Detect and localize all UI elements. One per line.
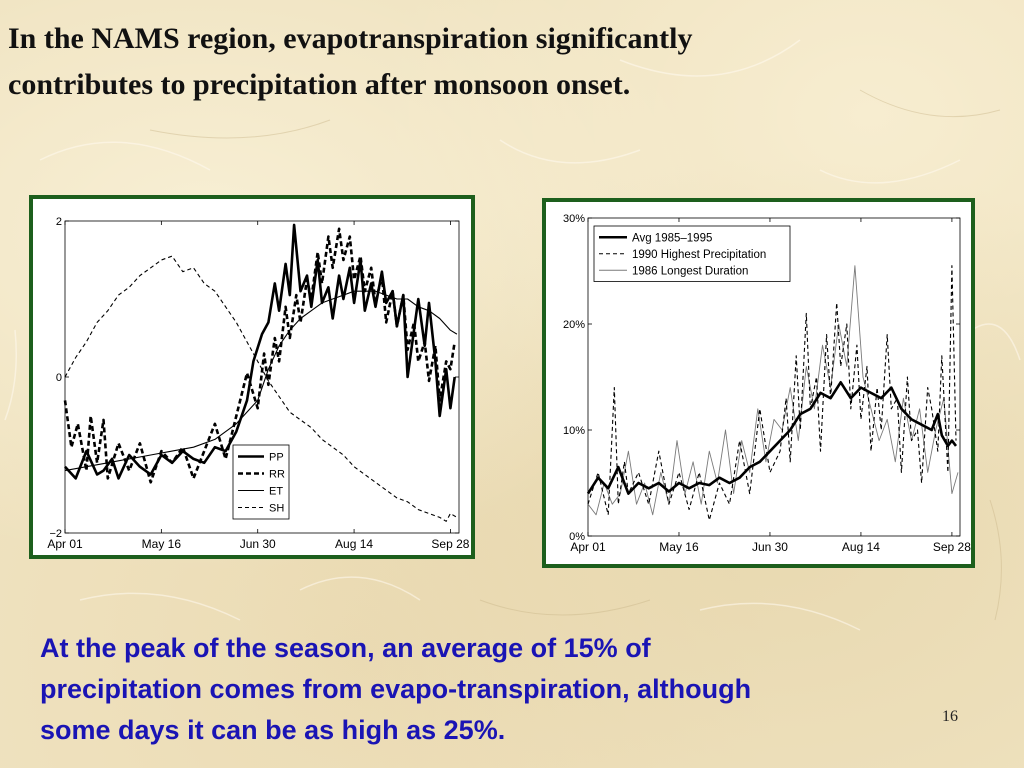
chart1-legend: PP RR ET SH	[232, 444, 290, 520]
chart2-legend-label: Avg 1985–1995	[632, 232, 712, 244]
chart1-xtick-label: Aug 14	[335, 537, 373, 551]
chart1-legend-label: RR	[269, 469, 285, 481]
chart-recycling-ratio-plot: 0% 10% 20% 30% Apr 01 May 16 Jun 30 Aug 14 Sep 2…	[563, 213, 971, 554]
chart1-legend-label: SH	[269, 503, 284, 515]
chart1-ytick-label: 2	[56, 216, 62, 228]
chart2-series-1986-longest-duration	[587, 265, 959, 516]
chart1-xtick-label: Jun 30	[240, 537, 276, 551]
chart2-series-avg-1985-1995	[586, 381, 958, 495]
chart2-ytick-label: 20%	[563, 319, 585, 331]
chart2-xtick-label: Apr 01	[570, 540, 606, 554]
chart1-series-rr	[63, 227, 456, 484]
chart-flux-anomalies: −2 0 2 Apr 01 May 16 Jun 30 Aug 14 Sep 28 PP RR ET…	[29, 195, 475, 559]
chart1-series-sh	[64, 255, 458, 522]
chart1-xtick-label: Apr 01	[47, 537, 83, 551]
chart2-ytick-label: 30%	[563, 213, 585, 225]
chart1-legend-label: PP	[269, 452, 284, 464]
chart-recycling-ratio: 0% 10% 20% 30% Apr 01 May 16 Jun 30 Aug 14 Sep 2…	[542, 198, 975, 568]
chart1-ytick-label: −2	[49, 528, 62, 540]
slide-title: In the NAMS region, evapotranspiration s…	[8, 22, 693, 101]
chart1-series-et	[64, 290, 458, 472]
chart1-series-pp	[64, 223, 456, 480]
chart2-series-1990-highest-precipitation	[587, 265, 957, 521]
chart1-legend-label: ET	[269, 486, 283, 498]
chart2-ytick-label: 10%	[563, 425, 585, 437]
chart2-ytick-label: 0%	[569, 531, 585, 543]
chart2-legend: Avg 1985–1995 1990 Highest Precipitation 1…	[593, 225, 791, 282]
chart1-xtick-label: May 16	[142, 537, 182, 551]
chart2-xtick-label: Jun 30	[752, 540, 788, 554]
chart2-xtick-label: Aug 14	[842, 540, 880, 554]
chart2-xtick-label: Sep 28	[933, 540, 971, 554]
chart-flux-anomalies-plot: −2 0 2 Apr 01 May 16 Jun 30 Aug 14 Sep 28 PP RR ET…	[47, 216, 469, 551]
chart2-axes-box	[587, 217, 961, 537]
slide-caption: At the peak of the season, an average of…	[40, 633, 752, 745]
page-number: 16	[942, 708, 958, 725]
chart2-legend-label: 1990 Highest Precipitation	[632, 249, 766, 261]
chart2-legend-label: 1986 Longest Duration	[632, 265, 748, 277]
chart2-legend-box	[593, 225, 791, 282]
chart1-ytick-label: 0	[56, 372, 62, 384]
chart2-xtick-label: May 16	[659, 540, 699, 554]
chart1-xtick-label: Sep 28	[431, 537, 469, 551]
